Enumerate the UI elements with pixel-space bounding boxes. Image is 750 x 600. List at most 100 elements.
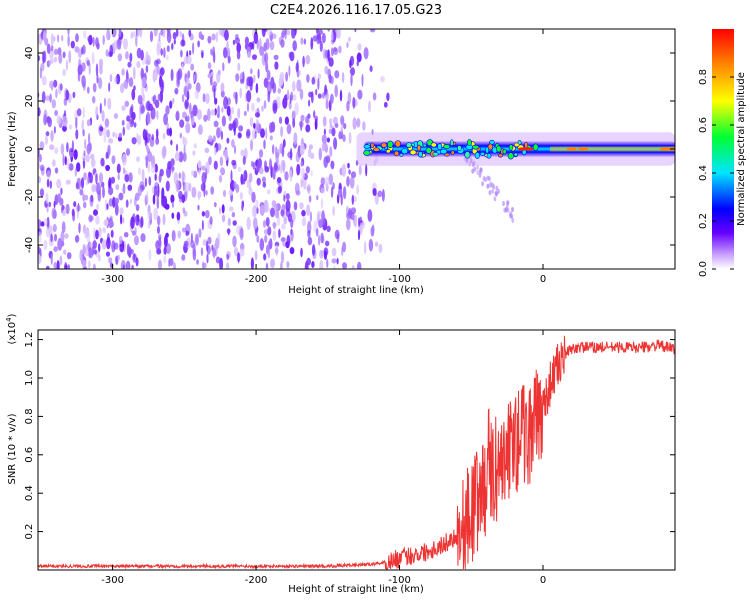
noise-blob	[74, 167, 77, 177]
noise-blob	[173, 262, 176, 269]
noise-blob	[280, 165, 283, 174]
noise-blob	[281, 30, 285, 39]
noise-blob	[95, 229, 99, 240]
noise-blob	[108, 82, 111, 92]
noise-blob	[329, 146, 333, 158]
noise-blob	[310, 170, 313, 177]
noise-blob	[178, 151, 184, 163]
noise-blob	[270, 258, 275, 269]
noise-blob	[50, 130, 54, 142]
noise-blob	[117, 53, 123, 62]
noise-blob	[126, 69, 129, 80]
noise-blob	[372, 188, 377, 196]
noise-blob	[254, 112, 261, 118]
x-tick-label: -200	[245, 575, 268, 586]
colorbar-tick-label: 0.2	[698, 213, 709, 229]
noise-blob	[57, 34, 60, 43]
noise-blob	[178, 190, 183, 200]
noise-blob	[346, 217, 351, 231]
noise-blob	[227, 228, 230, 236]
noise-blob	[196, 109, 202, 120]
noise-blob	[174, 151, 180, 162]
noise-blob	[49, 144, 55, 150]
noise-blob	[59, 255, 63, 266]
noise-blob	[63, 97, 68, 106]
noise-blob	[133, 253, 136, 260]
noise-blob	[262, 181, 267, 188]
noise-blob	[323, 128, 326, 136]
signal-peak	[393, 150, 400, 157]
noise-blob	[308, 99, 311, 107]
noise-blob	[200, 247, 204, 256]
noise-blob	[135, 34, 138, 47]
noise-blob	[211, 33, 216, 41]
noise-blob	[130, 216, 135, 229]
noise-blob	[75, 129, 79, 140]
noise-blob	[351, 265, 355, 269]
noise-blob	[381, 189, 385, 202]
noise-blob	[69, 151, 74, 158]
noise-blob	[237, 166, 242, 172]
noise-blob	[176, 211, 181, 221]
noise-blob	[139, 29, 143, 38]
noise-blob	[210, 186, 215, 195]
noise-blob	[180, 49, 183, 58]
noise-blob	[126, 115, 131, 122]
noise-blob	[134, 226, 137, 236]
noise-blob	[320, 232, 324, 244]
trail-blob	[471, 168, 475, 174]
noise-blob	[147, 161, 150, 173]
signal-peak	[399, 152, 404, 157]
noise-blob	[67, 34, 70, 47]
noise-blob	[327, 68, 332, 79]
noise-blob	[234, 37, 240, 45]
noise-blob	[342, 186, 347, 200]
noise-blob	[95, 173, 98, 185]
noise-blob	[193, 170, 198, 178]
noise-blob	[145, 65, 149, 73]
noise-blob	[38, 219, 42, 228]
noise-blob	[300, 37, 304, 45]
noise-blob	[305, 55, 311, 65]
noise-blob	[72, 91, 76, 99]
noise-blob	[292, 40, 298, 52]
snr-ticks: -300 -200 -100 0 0.2 0.4 0.6 0.8 1.0 1.2	[24, 330, 675, 586]
noise-blob	[237, 107, 241, 119]
noise-blob	[163, 113, 169, 126]
noise-blob	[357, 229, 361, 241]
noise-blob	[181, 194, 186, 204]
noise-blob	[331, 127, 336, 137]
noise-blob	[346, 100, 350, 112]
noise-blob	[42, 51, 45, 64]
noise-blob	[96, 74, 99, 84]
noise-blob	[92, 36, 95, 47]
trail-blob	[505, 203, 509, 210]
x-tick-label: -300	[101, 575, 124, 586]
noise-blob	[289, 169, 293, 182]
noise-blob	[357, 43, 362, 51]
noise-blob	[307, 230, 311, 238]
noise-blob	[324, 84, 327, 96]
noise-blob	[175, 179, 180, 193]
noise-blob	[183, 56, 189, 65]
colorbar: 0.0 0.2 0.4 0.6 0.8 Normalized spectral ampl…	[698, 29, 747, 277]
noise-blob	[290, 228, 293, 235]
noise-blob	[228, 123, 233, 131]
noise-blob	[272, 103, 278, 114]
noise-blob	[136, 61, 141, 68]
noise-blob	[289, 148, 293, 161]
noise-blob	[50, 33, 54, 46]
noise-blob	[213, 202, 217, 208]
noise-blob	[182, 207, 186, 214]
noise-blob	[315, 88, 318, 96]
noise-blob	[203, 114, 208, 122]
noise-blob	[169, 127, 173, 137]
trail-blob	[493, 196, 497, 202]
noise-blob	[292, 80, 296, 92]
y-tick-label: 20	[24, 95, 35, 108]
signal-peak	[416, 144, 422, 152]
noise-blob	[380, 76, 385, 83]
noise-blob	[114, 76, 118, 85]
noise-blob	[115, 184, 120, 191]
noise-blob	[234, 246, 239, 257]
